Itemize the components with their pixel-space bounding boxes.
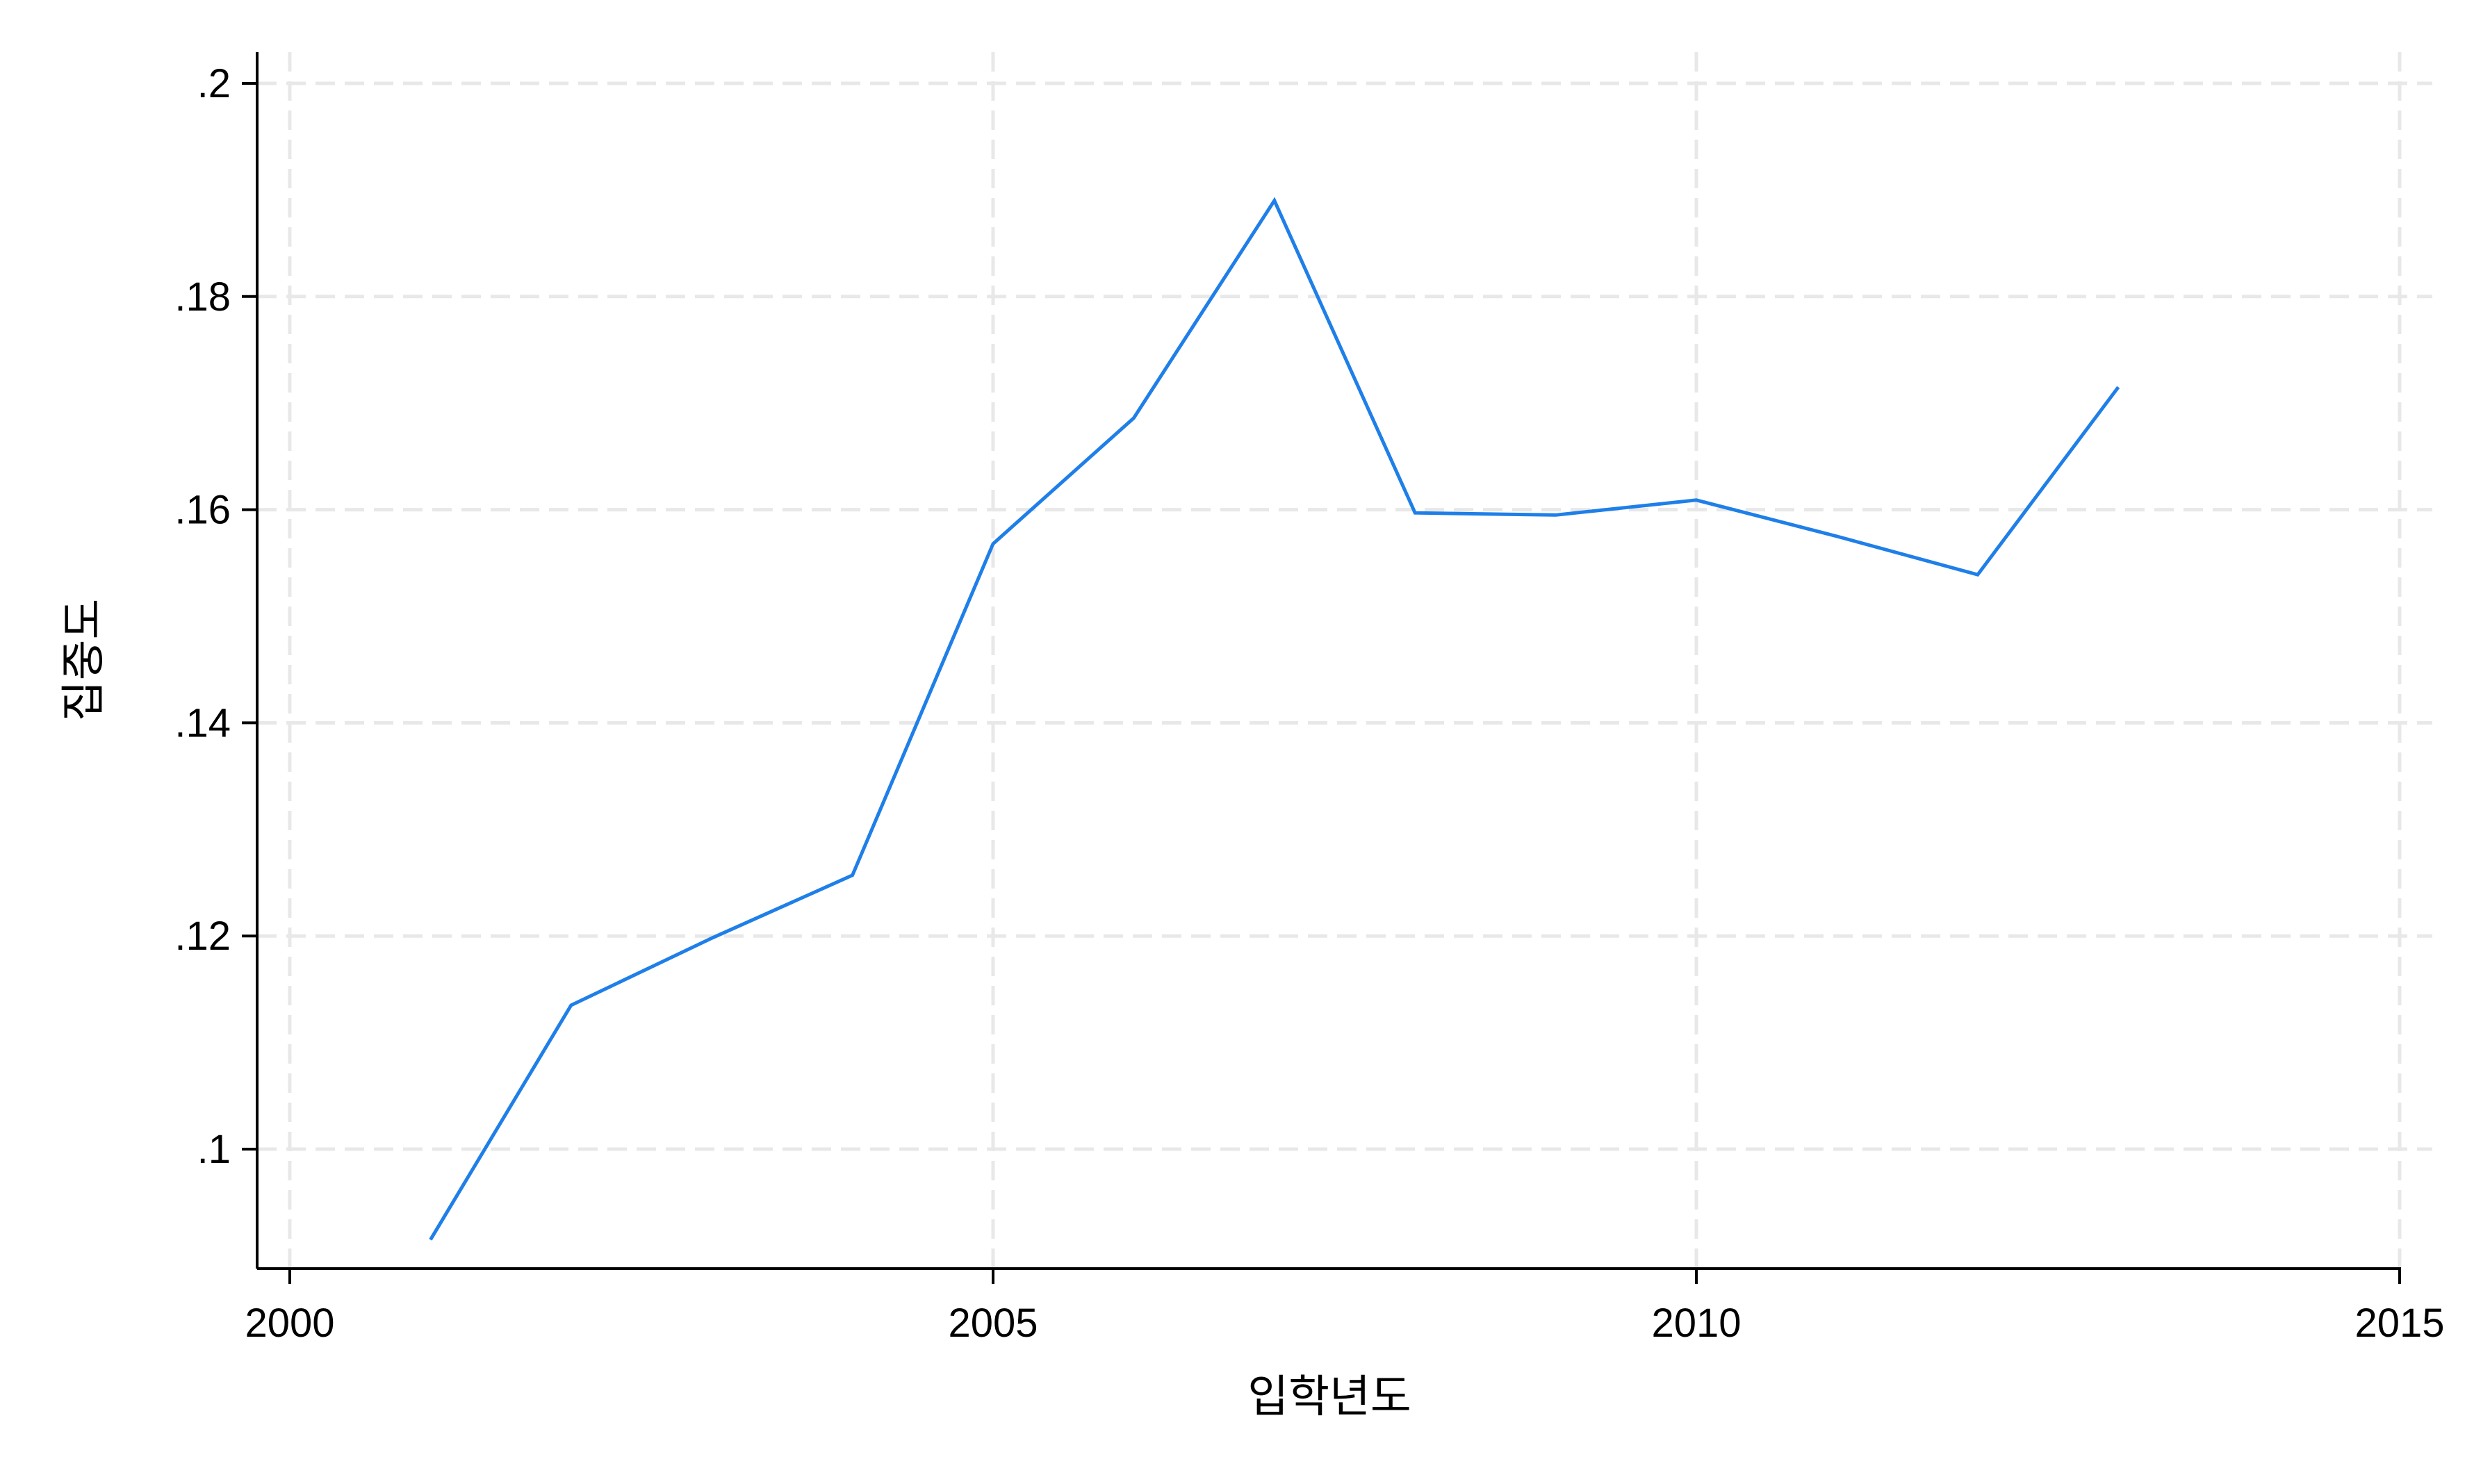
- tick-marks: [242, 82, 2401, 1284]
- y-tick-label: .14: [174, 700, 231, 745]
- y-tick-label: .2: [197, 61, 231, 106]
- y-axis-title: 집중도: [58, 599, 110, 722]
- x-tick-label: 2010: [1651, 1301, 1741, 1346]
- tick-labels: .1 .12 .14 .16 .18 .2 2000 2005 2010 2015: [174, 61, 2444, 1346]
- y-tick-label: .12: [174, 914, 231, 959]
- x-axis-title: 입학년도: [1247, 1371, 1411, 1423]
- axes: [256, 52, 2401, 1270]
- y-tick-label: .18: [174, 274, 231, 320]
- series-line: [429, 197, 2120, 1241]
- grid-lines: [257, 52, 2432, 1269]
- y-tick-label: .1: [197, 1127, 231, 1172]
- series-layer: [429, 197, 2120, 1241]
- y-tick-label: .16: [174, 488, 231, 533]
- x-tick-label: 2005: [948, 1301, 1038, 1346]
- x-tick-label: 2000: [245, 1301, 334, 1346]
- x-tick-label: 2015: [2354, 1301, 2444, 1346]
